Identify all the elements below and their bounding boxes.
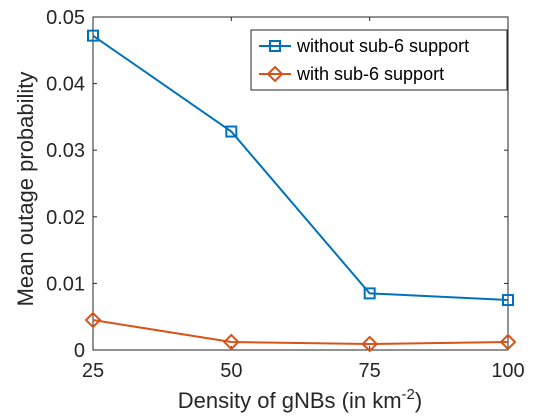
legend: without sub-6 support with sub-6 support <box>250 29 508 91</box>
series-line <box>92 319 509 346</box>
data-point <box>499 333 517 351</box>
x-tick-label: 75 <box>359 360 381 382</box>
data-point <box>361 335 379 353</box>
x-tick-label: 100 <box>491 360 524 382</box>
x-axis-title-superscript: -2 <box>402 386 415 403</box>
data-point <box>87 29 99 42</box>
legend-marker <box>269 40 281 52</box>
x-tick-label: 50 <box>220 360 242 382</box>
data-point <box>502 294 514 307</box>
data-point <box>225 125 238 138</box>
y-tick-label: 0.03 <box>46 140 85 162</box>
legend-marker <box>266 65 284 83</box>
x-axis-title-tail: ) <box>415 388 422 413</box>
legend-label: without sub-6 support <box>296 36 469 56</box>
y-axis-title: Mean outage probability <box>13 72 38 307</box>
series-line <box>92 34 509 302</box>
data-point <box>363 287 376 300</box>
series-layer <box>84 29 517 353</box>
series-1 <box>87 29 514 307</box>
y-tick-label: 0.05 <box>46 7 85 29</box>
data-point <box>84 311 102 329</box>
y-tick-label: 0 <box>74 340 85 362</box>
data-point <box>222 333 240 351</box>
y-tick-label: 0.02 <box>46 207 85 229</box>
y-tick-label: 0.01 <box>46 273 85 295</box>
x-axis-title-main: Density of gNBs (in km <box>178 388 402 413</box>
legend-label: with sub-6 support <box>296 64 444 84</box>
y-tick-label: 0.04 <box>46 74 85 96</box>
legend-box <box>250 29 508 91</box>
x-axis-title: Density of gNBs (in km-2) <box>178 386 422 413</box>
series-2 <box>84 311 517 353</box>
x-tick-label: 25 <box>82 360 104 382</box>
